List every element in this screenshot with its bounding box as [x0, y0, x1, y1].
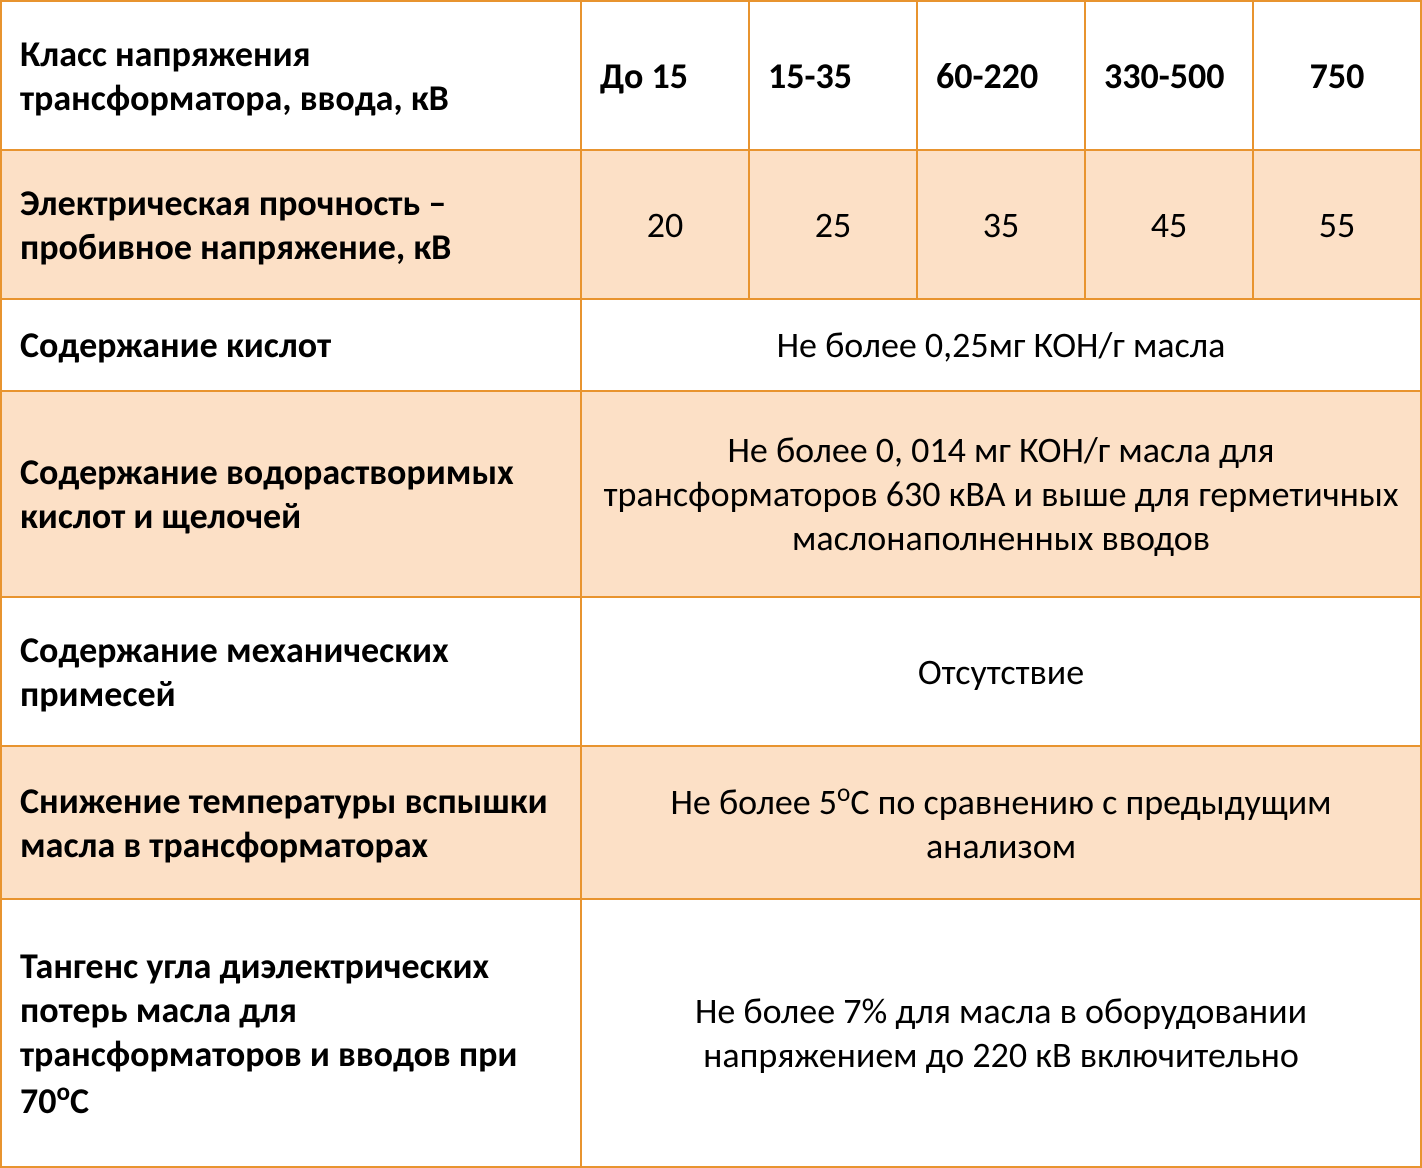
table-row: Тангенс угла диэлектрических потерь масл… — [1, 899, 1421, 1167]
row-label: Содержание кислот — [1, 299, 581, 391]
row-merged-value: Не более 5оС по сравнению с предыдущим а… — [581, 746, 1421, 899]
table-row: Содержание кислот Не более 0,25мг КОН/г … — [1, 299, 1421, 391]
table-row: Электрическая прочность – пробивное напр… — [1, 150, 1421, 299]
header-col-1: 15-35 — [749, 1, 917, 150]
header-col-3: 330-500 — [1085, 1, 1253, 150]
table-row: Содержание механических примесей Отсутст… — [1, 597, 1421, 746]
row-value: 45 — [1085, 150, 1253, 299]
row-label: Тангенс угла диэлектрических потерь масл… — [1, 899, 581, 1167]
row-value: 25 — [749, 150, 917, 299]
row-value: 55 — [1253, 150, 1421, 299]
header-col-2: 60-220 — [917, 1, 1085, 150]
row-merged-value: Не более 7% для масла в оборудовании нап… — [581, 899, 1421, 1167]
transformer-oil-table: Класс напряжения трансформатора, ввода, … — [0, 0, 1422, 1168]
row-label: Содержание механических примесей — [1, 597, 581, 746]
row-label: Электрическая прочность – пробивное напр… — [1, 150, 581, 299]
table-row: Снижение температуры вспышки масла в тра… — [1, 746, 1421, 899]
row-value: 20 — [581, 150, 749, 299]
row-value: 35 — [917, 150, 1085, 299]
table-row: Содержание водорастворимых кислот и щело… — [1, 391, 1421, 598]
row-merged-value: Отсутствие — [581, 597, 1421, 746]
row-merged-value: Не более 0, 014 мг КОН/г масла для транс… — [581, 391, 1421, 598]
header-col-4: 750 — [1253, 1, 1421, 150]
header-label: Класс напряжения трансформатора, ввода, … — [1, 1, 581, 150]
row-merged-value: Не более 0,25мг КОН/г масла — [581, 299, 1421, 391]
row-label: Содержание водорастворимых кислот и щело… — [1, 391, 581, 598]
row-label: Снижение температуры вспышки масла в тра… — [1, 746, 581, 899]
table-header-row: Класс напряжения трансформатора, ввода, … — [1, 1, 1421, 150]
header-col-0: До 15 — [581, 1, 749, 150]
